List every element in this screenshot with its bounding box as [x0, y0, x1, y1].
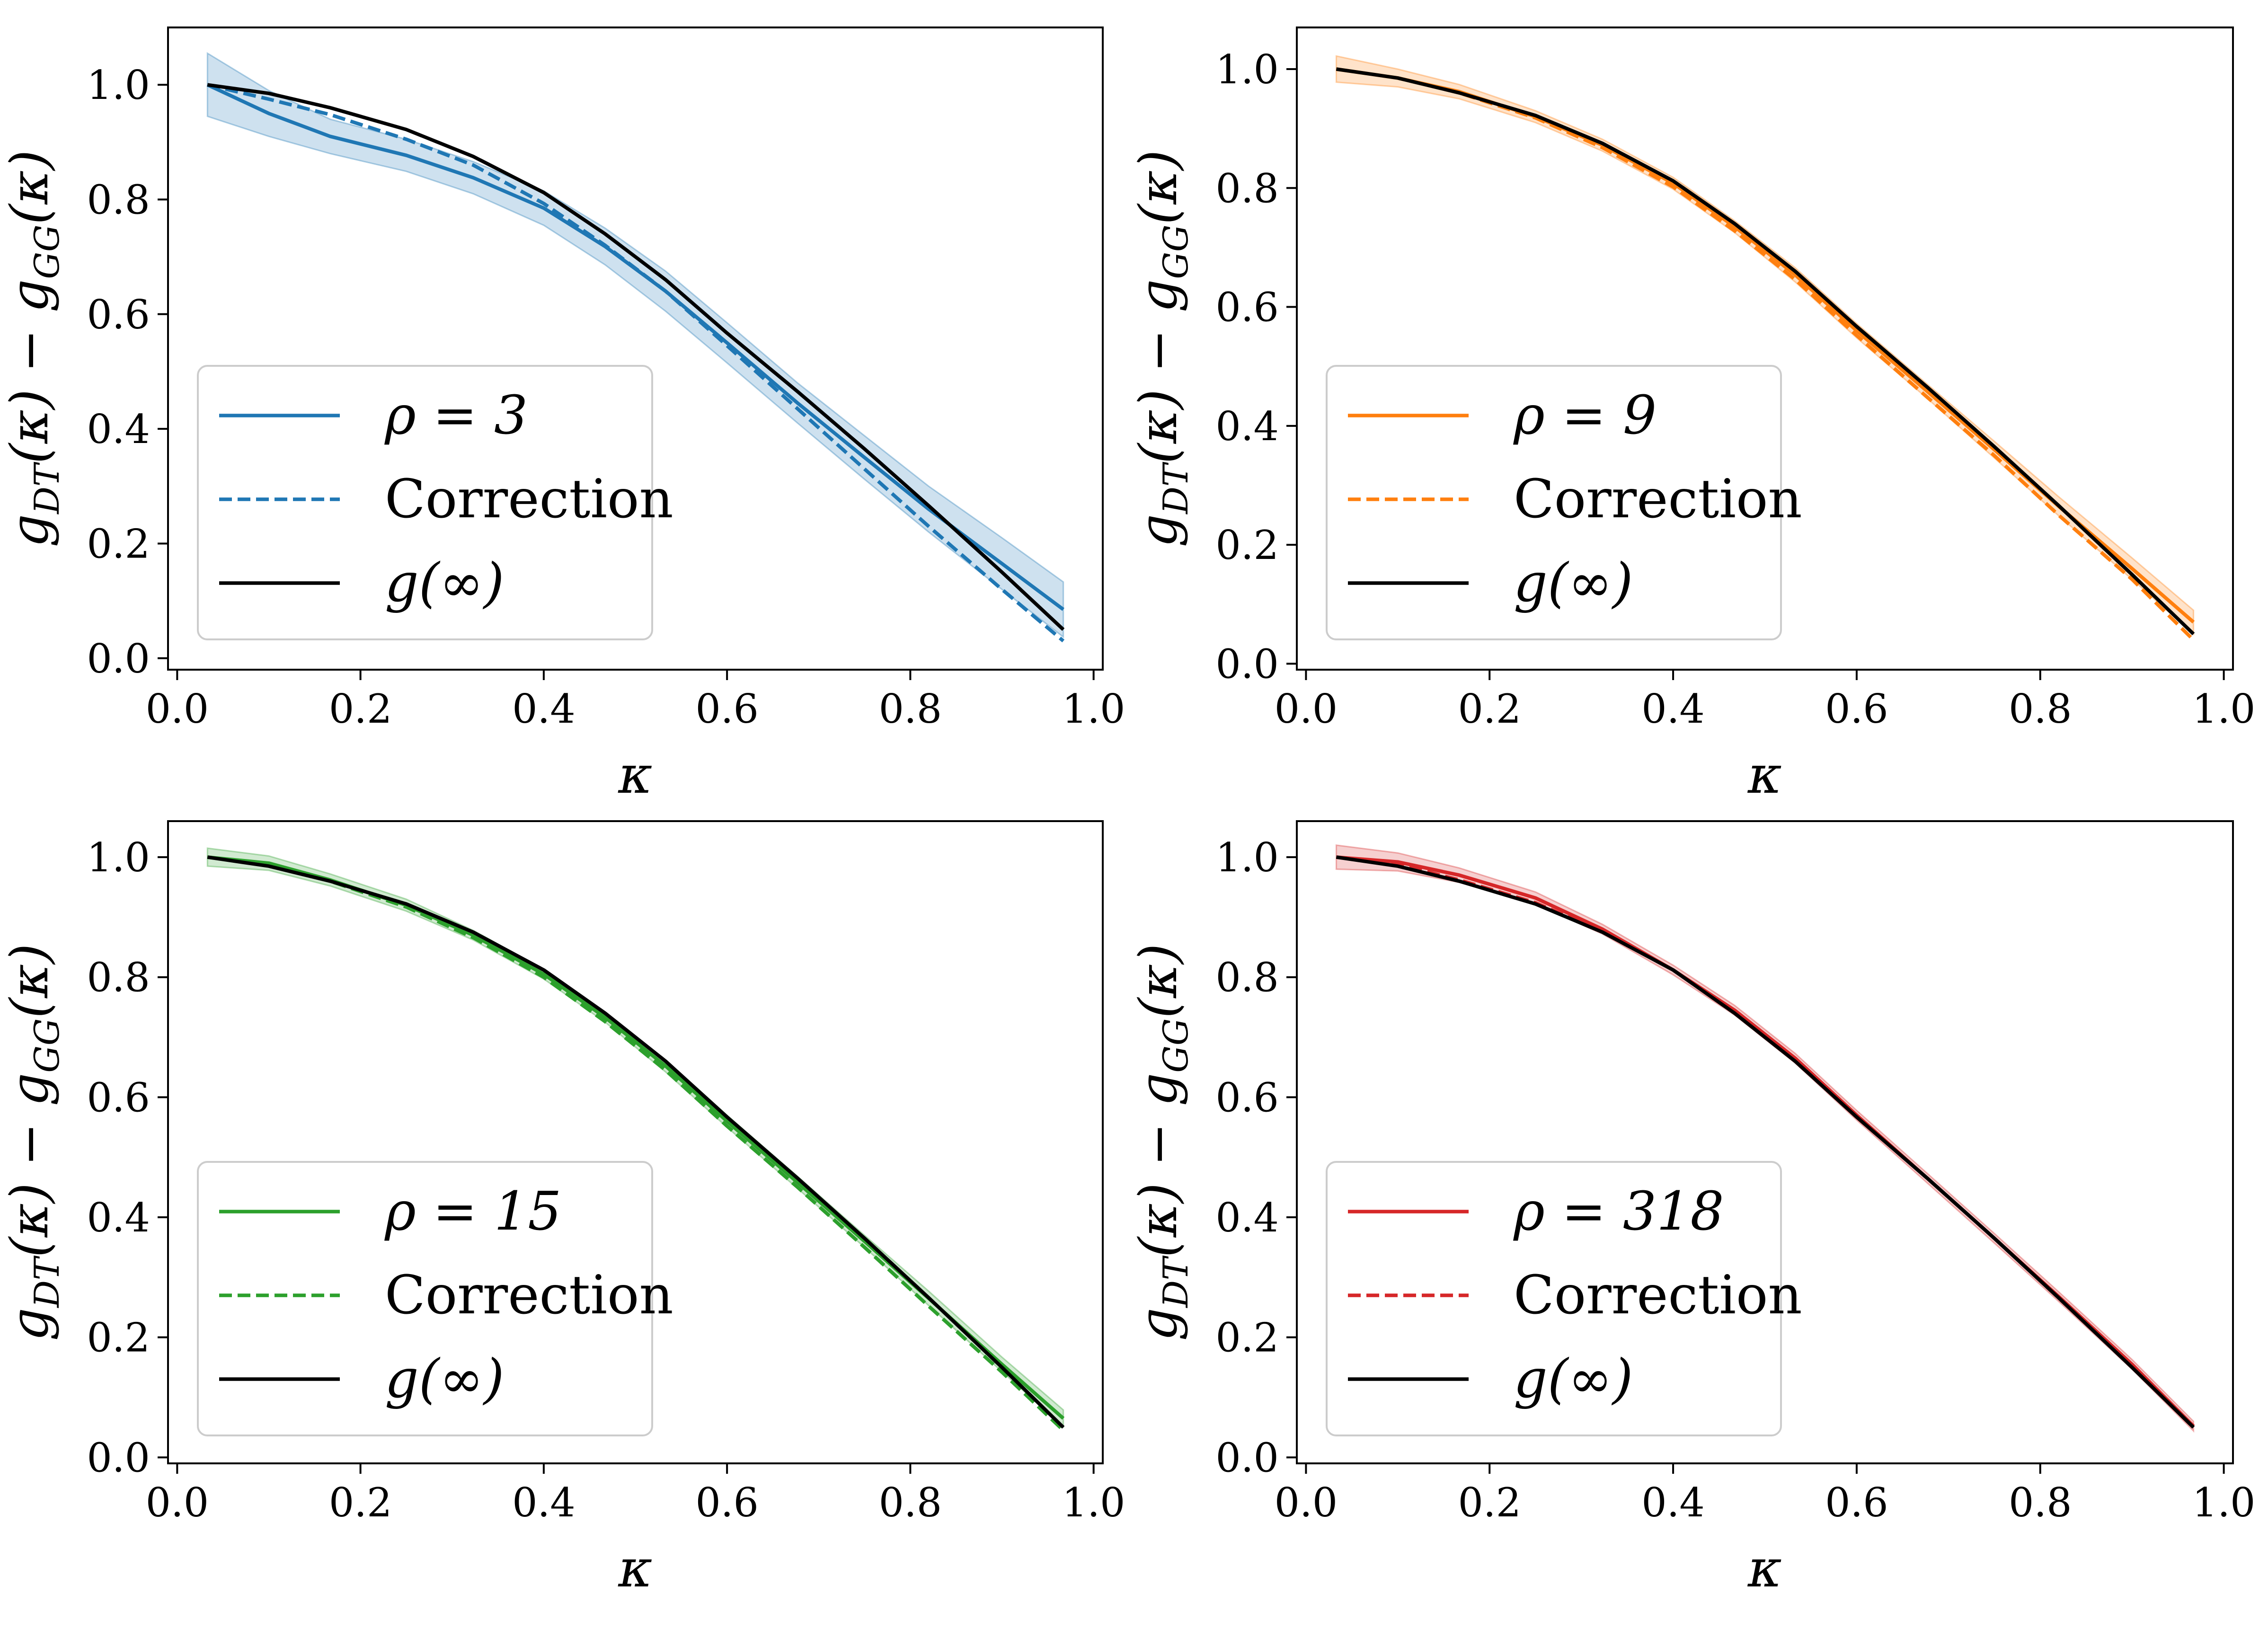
series-line-g-infinity: [1336, 67, 2195, 636]
x-tick-label: 0.2: [329, 1479, 392, 1526]
y-tick-label: 0.6: [87, 292, 150, 338]
y-tick-label: 0.6: [1215, 284, 1279, 331]
y-axis-title: gDT(κ) − gGG(κ): [1128, 944, 1196, 1341]
legend-entry-rho-label: ρ = 318: [1513, 1181, 1724, 1242]
x-tick-label: 0.0: [146, 686, 209, 732]
x-tick-label: 0.8: [879, 1479, 942, 1526]
x-tick-label: 1.0: [2192, 686, 2256, 732]
y-tick-label: 0.0: [87, 636, 150, 682]
y-tick-label: 0.8: [1215, 955, 1279, 1001]
series-line-g-infinity: [1336, 855, 2195, 1429]
x-tick-label: 1.0: [1062, 1479, 1125, 1526]
legend-entry-g-infinity-label: g(∞): [385, 552, 504, 614]
plot-area: [206, 847, 1065, 1432]
x-tick-label: 0.4: [512, 1479, 576, 1526]
y-tick-label: 0.4: [87, 1195, 150, 1241]
x-tick-label: 0.2: [329, 686, 392, 732]
y-tick-label: 1.0: [1215, 46, 1279, 93]
y-tick-label: 1.0: [87, 62, 150, 108]
x-axis-title: κ: [618, 744, 652, 805]
series-line-g-infinity: [207, 855, 1065, 1429]
series-line-g-infinity: [207, 83, 1065, 631]
y-tick-label: 0.8: [87, 177, 150, 223]
y-axis-title: gDT(κ) − gGG(κ): [1128, 150, 1196, 548]
y-tick-label: 0.4: [1215, 403, 1279, 450]
y-tick-label: 0.6: [87, 1074, 150, 1121]
plot-area: [1335, 55, 2195, 641]
x-tick-label: 0.0: [1275, 686, 1338, 732]
y-tick-label: 0.2: [87, 521, 150, 567]
x-tick-label: 0.8: [879, 686, 942, 732]
y-tick-label: 0.2: [87, 1315, 150, 1361]
x-tick-label: 0.6: [695, 1479, 759, 1526]
y-tick-label: 0.2: [1215, 1315, 1279, 1361]
x-axis-title: κ: [1747, 744, 1782, 805]
x-tick-label: 0.6: [1825, 1479, 1888, 1526]
legend-entry-correction-label: Correction: [385, 1265, 673, 1326]
legend-box: [1326, 365, 1782, 640]
subplot-2: 0.0 0.2 0.4 0.6 0.8 1.0 0.0 0.2 0.4 0.6 0.8 1.0 κ gDT…: [1128, 27, 2255, 805]
y-tick-label: 0.2: [1215, 522, 1279, 568]
x-tick-label: 0.0: [146, 1479, 209, 1526]
x-tick-label: 0.8: [2009, 1479, 2072, 1526]
y-tick-label: 1.0: [1215, 834, 1279, 881]
legend: ρ = 3 Correction g(∞): [197, 365, 673, 640]
x-tick-label: 0.2: [1458, 686, 1521, 732]
x-tick-label: 0.8: [2009, 686, 2072, 732]
x-tick-label: 1.0: [1062, 686, 1125, 732]
legend-entry-g-infinity-label: g(∞): [385, 1348, 504, 1410]
plot-area: [1335, 844, 2195, 1433]
axes-frame: [1296, 27, 2234, 671]
legend-entry-correction-label: Correction: [1514, 1265, 1802, 1326]
axes-frame: [167, 27, 1104, 671]
subplot-4: 0.0 0.2 0.4 0.6 0.8 1.0 0.0 0.2 0.4 0.6 0.8 1.0 κ gDT…: [1128, 820, 2256, 1599]
y-tick-label: 0.8: [1215, 165, 1279, 212]
x-tick-label: 0.0: [1275, 1479, 1338, 1526]
x-tick-label: 1.0: [2192, 1479, 2256, 1526]
y-axis-title: gDT(κ) − gGG(κ): [0, 150, 67, 548]
legend-entry-rho-label: ρ = 3: [384, 385, 528, 446]
y-tick-label: 0.8: [87, 955, 150, 1001]
subplot-3: 0.0 0.2 0.4 0.6 0.8 1.0 0.0 0.2 0.4 0.6 0.8 1.0 κ gDT…: [0, 820, 1125, 1599]
x-tick-label: 0.2: [1458, 1479, 1521, 1526]
axes-frame: [167, 820, 1104, 1464]
y-tick-label: 0.0: [87, 1434, 150, 1481]
legend-box: [1326, 1161, 1782, 1436]
axes-frame: [1296, 820, 2234, 1464]
y-tick-label: 1.0: [87, 834, 150, 881]
legend-entry-g-infinity-label: g(∞): [1514, 1348, 1633, 1410]
y-axis-title: gDT(κ) − gGG(κ): [0, 944, 67, 1341]
plot-area: [206, 52, 1065, 643]
series-line-correction: [207, 83, 1065, 643]
x-axis-title: κ: [1747, 1538, 1782, 1599]
subplot-1: 0.0 0.2 0.4 0.6 0.8 1.0 0.0 0.2 0.4 0.6 0.8 1.0 κ gDT…: [0, 27, 1125, 805]
y-tick-label: 0.4: [87, 406, 150, 452]
x-tick-label: 0.4: [512, 686, 576, 732]
legend: ρ = 15 Correction g(∞): [197, 1161, 673, 1436]
legend-box: [197, 1161, 653, 1436]
x-tick-label: 0.4: [1641, 686, 1705, 732]
y-tick-label: 0.0: [1215, 1434, 1279, 1481]
y-tick-label: 0.0: [1215, 641, 1279, 687]
y-tick-label: 0.4: [1215, 1195, 1279, 1241]
x-tick-label: 0.6: [695, 686, 759, 732]
legend-box: [197, 365, 653, 640]
y-tick-label: 0.6: [1215, 1074, 1279, 1121]
x-tick-label: 0.6: [1825, 686, 1888, 732]
legend-entry-rho-label: ρ = 15: [384, 1181, 561, 1242]
legend-entry-rho-label: ρ = 9: [1513, 385, 1657, 446]
legend: ρ = 318 Correction g(∞): [1326, 1161, 1802, 1436]
legend-entry-correction-label: Correction: [1514, 469, 1802, 530]
x-axis-title: κ: [618, 1538, 652, 1599]
legend: ρ = 9 Correction g(∞): [1326, 365, 1802, 640]
x-tick-label: 0.4: [1641, 1479, 1705, 1526]
legend-entry-g-infinity-label: g(∞): [1514, 552, 1633, 614]
legend-entry-correction-label: Correction: [385, 469, 673, 530]
